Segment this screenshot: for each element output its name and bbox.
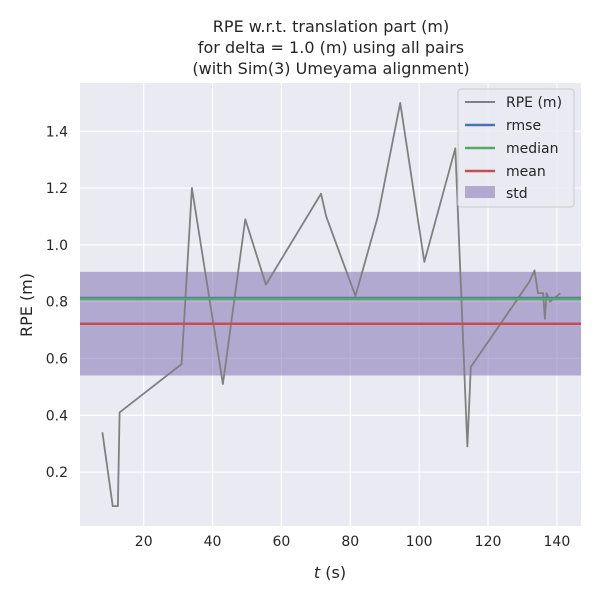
chart-title-line-1: RPE w.r.t. translation part (m) [213,17,449,36]
x-tick-label: 80 [341,534,359,550]
chart-title: RPE w.r.t. translation part (m) for delt… [192,17,469,78]
x-tick-label: 120 [475,534,502,550]
x-tick-label: 40 [204,534,222,550]
legend-label-std: std [506,186,528,202]
y-tick-label: 0.6 [46,351,68,367]
x-axis-label-variable: t [314,563,321,582]
x-tick-label: 140 [544,534,571,550]
legend-label-rmse: rmse [506,118,541,134]
legend-swatch-std [465,186,495,198]
legend-label-mean: mean [506,164,546,180]
x-axis-label-unit: (s) [320,563,346,582]
y-tick-label: 1.4 [46,124,68,140]
y-tick-label: 1.0 [46,238,68,254]
y-tick-labels: 0.2 0.4 0.6 0.8 1.0 1.2 1.4 [46,124,68,481]
legend: RPE (m) rmse median mean std [457,88,575,208]
y-tick-label: 0.2 [46,465,68,481]
y-tick-label: 1.2 [46,181,68,197]
x-tick-label: 20 [135,534,153,550]
x-tick-label: 100 [406,534,433,550]
y-tick-label: 0.4 [46,408,68,424]
x-tick-label: 60 [273,534,291,550]
x-axis-label: t (s) [314,563,346,582]
y-axis-label: RPE (m) [17,273,36,337]
x-tick-labels: 20 40 60 80 100 120 140 [135,534,570,550]
chart-title-line-3: (with Sim(3) Umeyama alignment) [192,59,469,78]
plot-content [80,101,581,508]
legend-box [457,88,575,208]
rpe-series-line [101,101,561,508]
legend-label-rpe: RPE (m) [506,95,562,111]
chart-title-line-2: for delta = 1.0 (m) using all pairs [198,38,464,57]
legend-label-median: median [506,141,558,157]
y-tick-label: 0.8 [46,295,68,311]
